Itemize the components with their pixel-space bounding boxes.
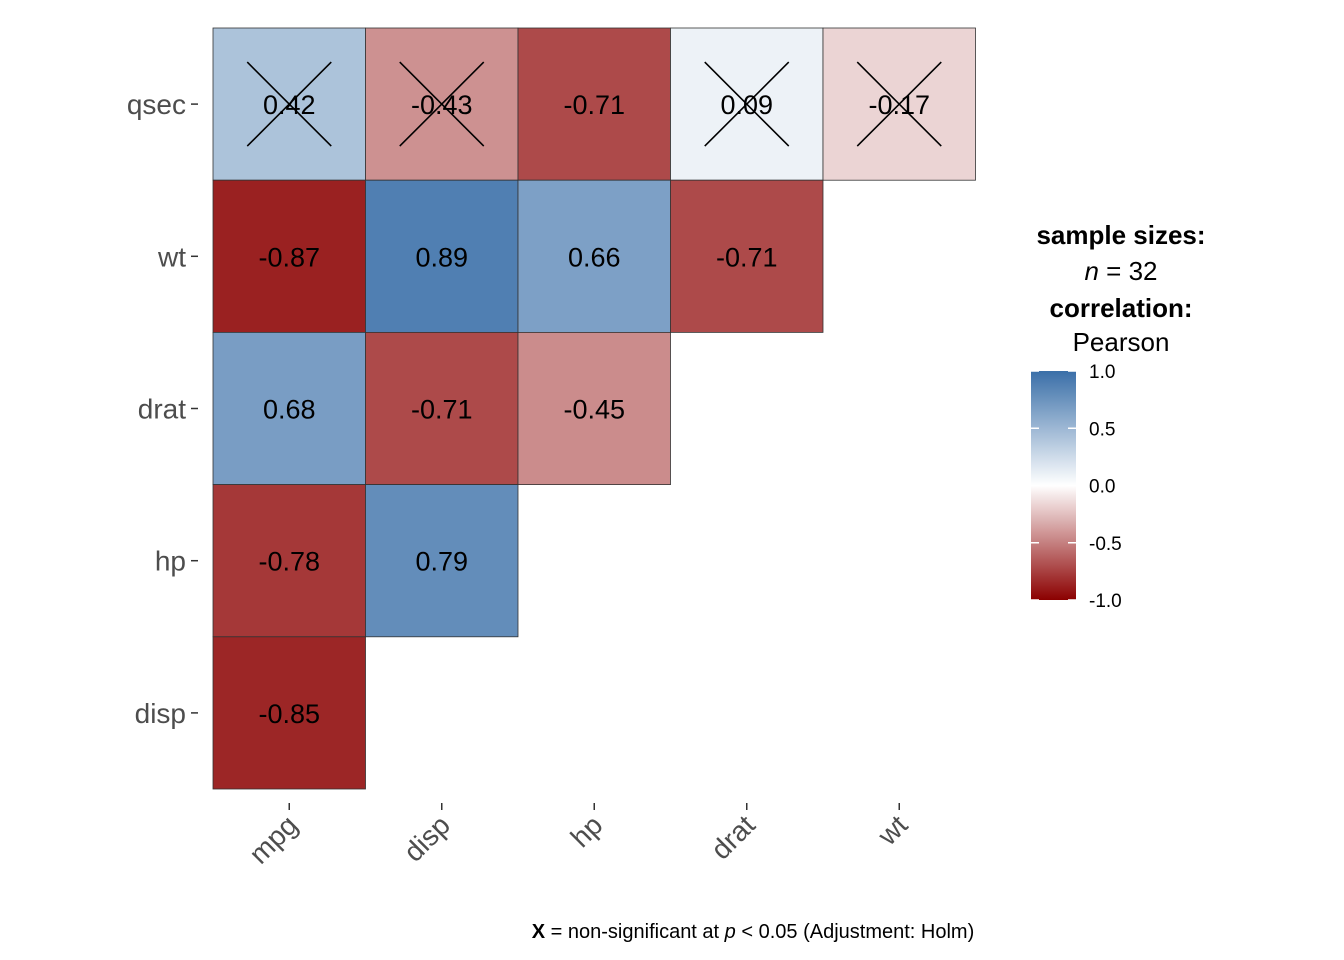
nonsignificant-cross-line (704, 61, 790, 147)
x-tick-label: drat (705, 809, 761, 865)
heatmap-cell: 0.66 (517, 179, 671, 333)
legend-tick-label: -1.0 (1089, 591, 1122, 612)
cell-tile (517, 179, 671, 333)
cell-value-label: 0.79 (415, 547, 468, 577)
heatmap-cell: -0.71 (517, 27, 671, 181)
caption-text-1: = non-significant at (545, 921, 725, 943)
y-tick-label: drat (138, 394, 186, 425)
caption-text-2: < 0.05 (Adjustment: Holm) (736, 921, 974, 943)
n-symbol: n (1084, 256, 1098, 286)
x-tick-label: mpg (243, 809, 303, 869)
cell-tile (365, 179, 519, 333)
legend-heading-correlation: correlation: (1049, 293, 1192, 323)
legend-tick-label: 1.0 (1089, 362, 1115, 383)
heatmap-cell: 0.09 (670, 27, 824, 181)
cell-tile (517, 331, 671, 485)
y-tick-label: wt (157, 241, 186, 272)
heatmap-cell: -0.78 (212, 484, 366, 638)
x-axis: mpg disp hp drat wt (243, 803, 914, 870)
cell-value-label: -0.45 (563, 395, 625, 425)
nonsignificant-cross-line (399, 61, 485, 147)
cell-tile (212, 484, 366, 638)
y-tick-label: hp (155, 546, 186, 577)
cell-value-label: -0.87 (258, 242, 320, 272)
cell-tile (212, 636, 366, 790)
legend-heading-sample-sizes: sample sizes: (1036, 220, 1205, 250)
x-tick-label: hp (565, 809, 609, 853)
heatmap-cell: 0.89 (365, 179, 519, 333)
cell-value-label: -0.78 (258, 547, 320, 577)
heatmap-cell: -0.85 (212, 636, 366, 790)
y-tick-label: qsec (127, 89, 186, 120)
nonsignificant-cross-line (246, 61, 332, 147)
nonsignificant-cross-line (856, 61, 942, 147)
heatmap-cell: -0.71 (670, 179, 824, 333)
y-axis: qsec wt drat hp disp (127, 89, 198, 729)
legend-tick-label: 0.0 (1089, 477, 1115, 498)
cell-value-label: 0.89 (415, 242, 468, 272)
cell-tile (212, 179, 366, 333)
heatmap-cell: -0.17 (822, 27, 976, 181)
caption-mark: X (532, 921, 546, 943)
cell-value-label: -0.71 (563, 90, 625, 120)
legend-method: Pearson (1073, 327, 1170, 357)
cell-value-label: -0.71 (411, 395, 473, 425)
cell-tile (365, 484, 519, 638)
heatmap-cell: 0.68 (212, 331, 366, 485)
x-tick-label: wt (871, 809, 914, 852)
n-value: = 32 (1099, 256, 1158, 286)
cell-value-label: 0.68 (263, 395, 316, 425)
legend-sample-size: n = 32 (1084, 256, 1157, 286)
legend-tick-label: -0.5 (1089, 534, 1122, 555)
x-tick-label: disp (398, 809, 456, 867)
caption-p-symbol: p (724, 921, 736, 943)
cell-tile (365, 331, 519, 485)
legend: sample sizes: n = 32 correlation: Pearso… (1031, 220, 1206, 612)
cell-value-label: -0.71 (716, 242, 778, 272)
legend-tick-label: 0.5 (1089, 419, 1115, 440)
caption: X = non-significant at p < 0.05 (Adjustm… (532, 921, 974, 943)
heatmap-cell: -0.45 (517, 331, 671, 485)
heatmap-cells: 0.42-0.43 -0.71 0.09-0.17 -0.87 0.89 0.66 -0.7… (212, 27, 976, 790)
y-tick-label: disp (135, 698, 186, 729)
heatmap-cell: -0.43 (365, 27, 519, 181)
heatmap-cell: -0.71 (365, 331, 519, 485)
cell-tile (670, 179, 824, 333)
heatmap-cell: 0.42 (212, 27, 366, 181)
heatmap-cell: 0.79 (365, 484, 519, 638)
cell-value-label: 0.66 (568, 242, 621, 272)
cell-value-label: -0.85 (258, 699, 320, 729)
legend-ticks: 1.0 0.5 0.0 -0.5 -1.0 (1031, 362, 1122, 612)
heatmap-cell: -0.87 (212, 179, 366, 333)
cell-tile (212, 331, 366, 485)
